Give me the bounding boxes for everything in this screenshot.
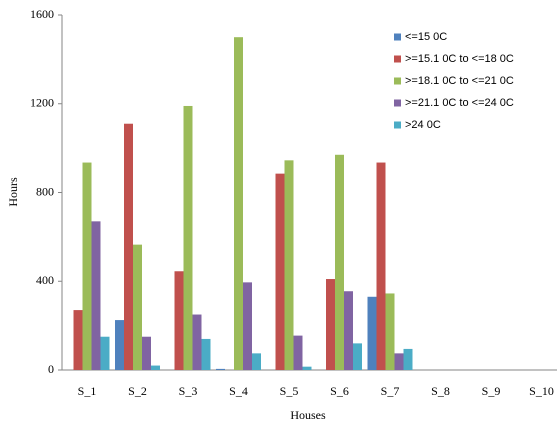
x-tick-label: S_2 (128, 384, 147, 398)
bar (115, 320, 124, 370)
bar (335, 154, 344, 370)
legend-swatch (394, 99, 401, 107)
y-tick-label: 800 (36, 184, 54, 198)
legend-label: >=21.1 0C to <=24 0C (405, 97, 514, 109)
legend-label: <=15 0C (405, 31, 447, 43)
y-tick-label: 400 (36, 273, 54, 287)
bar (243, 282, 252, 370)
bar (151, 365, 160, 370)
y-tick-label: 1200 (30, 96, 54, 110)
bar (344, 291, 353, 370)
legend-swatch (394, 55, 401, 63)
x-tick-label: S_5 (280, 384, 299, 398)
bar (216, 368, 225, 370)
bar (293, 335, 303, 370)
bar (326, 279, 335, 370)
bar (234, 37, 243, 370)
bar (73, 310, 83, 370)
y-tick-label: 1600 (30, 7, 54, 21)
bar (403, 348, 413, 370)
legend-label: >=15.1 0C to <=18 0C (405, 53, 514, 65)
legend-swatch (394, 33, 401, 41)
bar (353, 343, 362, 370)
bar (142, 336, 151, 370)
bar (91, 221, 101, 370)
bar (385, 293, 395, 370)
bar (252, 353, 261, 370)
legend-swatch (394, 77, 401, 85)
x-tick-label: S_9 (482, 384, 501, 398)
x-tick-label: S_1 (78, 384, 97, 398)
bar (367, 296, 377, 370)
bar (133, 244, 142, 370)
bar (376, 162, 386, 370)
bar (82, 162, 92, 370)
x-tick-label: S_4 (229, 384, 248, 398)
x-tick-label: S_6 (330, 384, 349, 398)
x-tick-label: S_3 (179, 384, 198, 398)
bar (174, 271, 184, 370)
x-tick-label: S_8 (431, 384, 450, 398)
bar (201, 338, 211, 370)
x-tick-label: S_10 (529, 384, 554, 398)
y-tick-label: 0 (48, 362, 54, 376)
bar (302, 366, 312, 370)
bar (192, 314, 202, 370)
legend-label: >24 0C (405, 119, 441, 131)
x-axis-title: Houses (290, 408, 326, 422)
legend-swatch (394, 121, 401, 129)
bar (284, 160, 294, 370)
bar (100, 336, 110, 370)
x-tick-label: S_7 (381, 384, 400, 398)
bar (183, 105, 193, 370)
bar (394, 353, 404, 370)
bar (124, 123, 133, 370)
bar (275, 173, 285, 370)
legend-label: >=18.1 0C to <=21 0C (405, 75, 514, 87)
y-axis-title: Hours (6, 177, 20, 207)
